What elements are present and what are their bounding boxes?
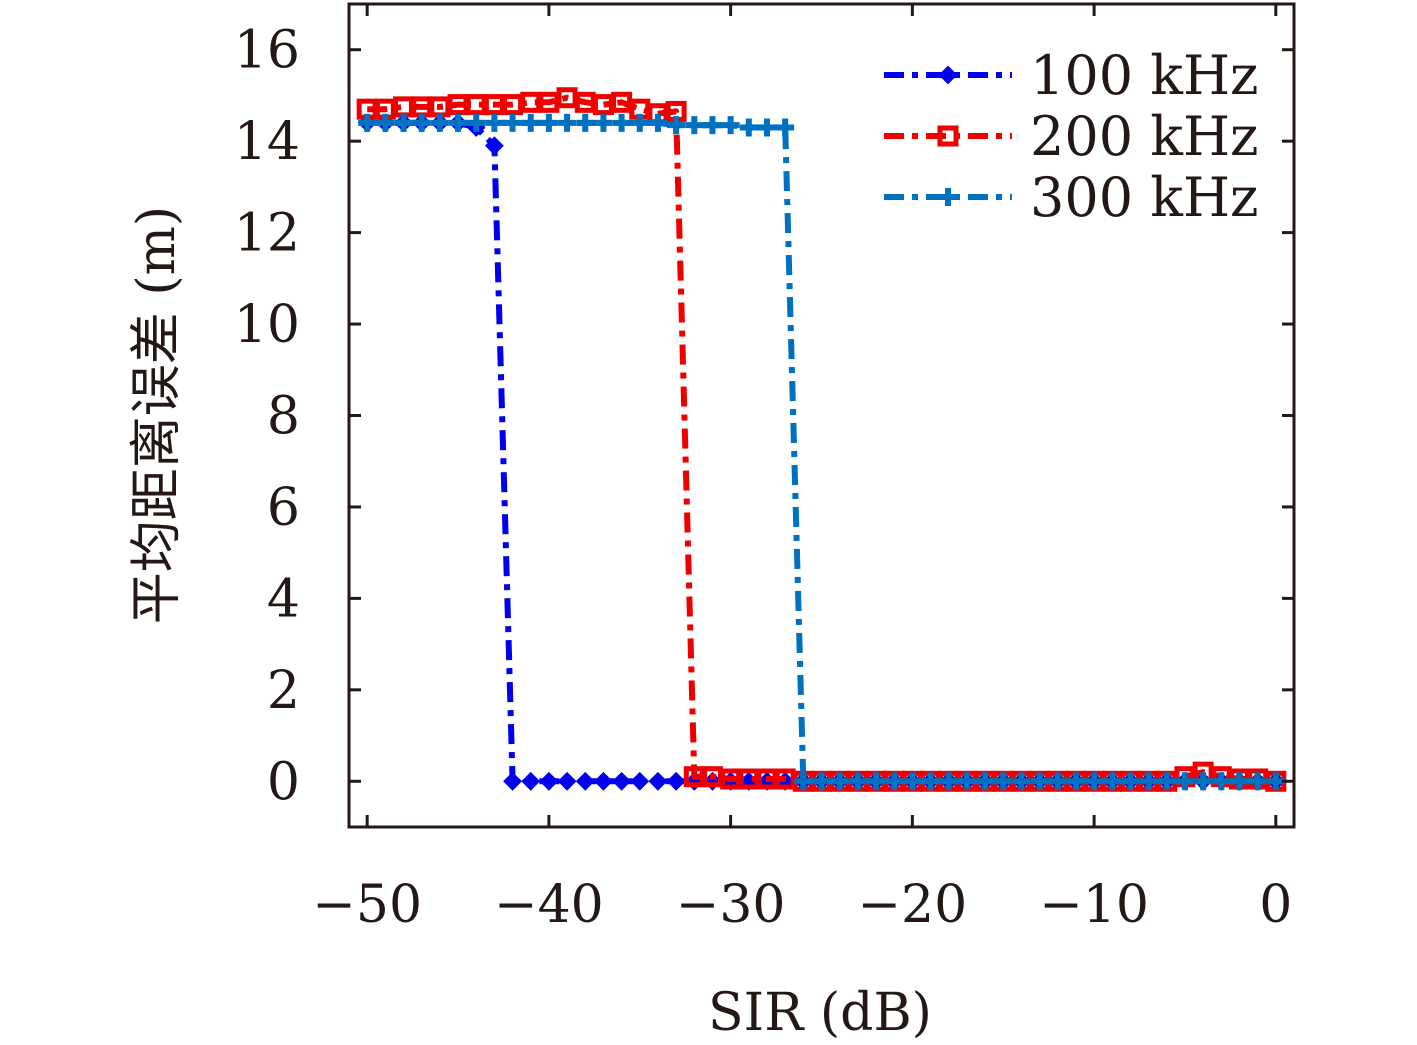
- data-point: [939, 772, 958, 791]
- data-point: [757, 118, 776, 137]
- data-point: [1194, 772, 1213, 791]
- data-point: [921, 772, 940, 791]
- data-point: [1012, 772, 1031, 791]
- data-point: [1266, 772, 1285, 791]
- data-point: [484, 136, 504, 156]
- data-point: [1048, 772, 1067, 791]
- data-point: [903, 772, 922, 791]
- y-tick-label: 2: [267, 661, 300, 721]
- data-point: [612, 113, 631, 132]
- x-tick-label: −20: [857, 875, 967, 935]
- data-point: [430, 113, 449, 132]
- data-point: [592, 94, 614, 116]
- data-point: [612, 771, 632, 791]
- y-tick-label: 8: [267, 387, 300, 447]
- data-point: [394, 113, 413, 132]
- x-axis-title: SIR (dB): [708, 983, 932, 1043]
- data-point: [467, 113, 486, 132]
- data-point: [465, 94, 487, 116]
- data-point: [703, 116, 722, 135]
- data-point: [666, 771, 686, 791]
- x-tick-label: −10: [1039, 875, 1149, 935]
- ticks-layer: −50 −40 −30 −20 −10 0 0 2 4 6 8 10 12 14 16: [234, 4, 1294, 935]
- x-tick-label: −30: [676, 875, 786, 935]
- legend-item: 300 kHz: [884, 166, 1259, 229]
- data-point: [557, 771, 577, 791]
- legend-item: 200 kHz: [884, 105, 1259, 168]
- legend-label: 100 kHz: [1030, 44, 1259, 107]
- x-tick-label: 0: [1259, 875, 1292, 935]
- y-axis-title: 平均距离误差 (m): [127, 206, 187, 624]
- data-point: [1066, 772, 1085, 791]
- data-point: [794, 772, 813, 791]
- data-point: [1030, 772, 1049, 791]
- data-point: [867, 772, 886, 791]
- data-point: [685, 116, 704, 135]
- data-point: [812, 772, 831, 791]
- x-tick-label: −50: [312, 875, 422, 935]
- y-tick-label: 4: [267, 569, 300, 629]
- data-point: [520, 91, 542, 113]
- data-point: [721, 116, 740, 135]
- data-point: [885, 772, 904, 791]
- data-point: [1175, 772, 1194, 791]
- data-point: [539, 771, 559, 791]
- series-layer: [356, 87, 1287, 792]
- data-point: [630, 113, 649, 132]
- data-point: [376, 113, 395, 132]
- series-2: [358, 113, 1285, 791]
- data-point: [1121, 772, 1140, 791]
- y-tick-label: 14: [234, 112, 300, 172]
- data-point: [594, 771, 613, 791]
- x-tick-label: −40: [494, 875, 604, 935]
- data-point: [1248, 772, 1267, 791]
- data-point: [412, 113, 431, 132]
- data-point: [667, 116, 686, 135]
- legend-label: 300 kHz: [1030, 166, 1259, 229]
- data-point: [1212, 772, 1231, 791]
- data-point: [576, 113, 595, 132]
- y-tick-label: 16: [234, 21, 300, 81]
- data-point: [1103, 772, 1122, 791]
- data-point: [449, 113, 468, 132]
- data-point: [503, 113, 522, 132]
- legend-marker: [939, 188, 957, 206]
- y-tick-label: 10: [234, 295, 300, 355]
- data-point: [739, 118, 758, 137]
- data-point: [830, 772, 849, 791]
- data-point: [848, 772, 867, 791]
- data-point: [1230, 772, 1249, 791]
- data-point: [976, 772, 995, 791]
- data-point: [594, 113, 613, 132]
- data-point: [1139, 772, 1158, 791]
- y-tick-label: 0: [267, 752, 300, 812]
- data-point: [1085, 772, 1104, 791]
- data-point: [994, 772, 1013, 791]
- data-point: [539, 113, 558, 132]
- data-point: [648, 771, 668, 791]
- data-point: [485, 113, 504, 132]
- data-point: [630, 771, 650, 791]
- data-point: [575, 771, 595, 791]
- data-point: [648, 113, 667, 132]
- data-point: [776, 118, 795, 137]
- data-point: [393, 96, 415, 118]
- data-point: [358, 113, 377, 132]
- legend-item: 100 kHz: [884, 44, 1259, 107]
- y-tick-label: 12: [234, 204, 300, 264]
- legend-marker: [937, 125, 959, 147]
- data-point: [1157, 772, 1176, 791]
- legend-label: 200 kHz: [1030, 105, 1259, 168]
- data-point: [521, 771, 541, 791]
- data-point: [558, 113, 577, 132]
- legend-marker: [938, 65, 958, 85]
- data-point: [503, 771, 522, 791]
- y-tick-label: 6: [267, 478, 300, 538]
- data-point: [957, 772, 976, 791]
- data-point: [521, 113, 540, 132]
